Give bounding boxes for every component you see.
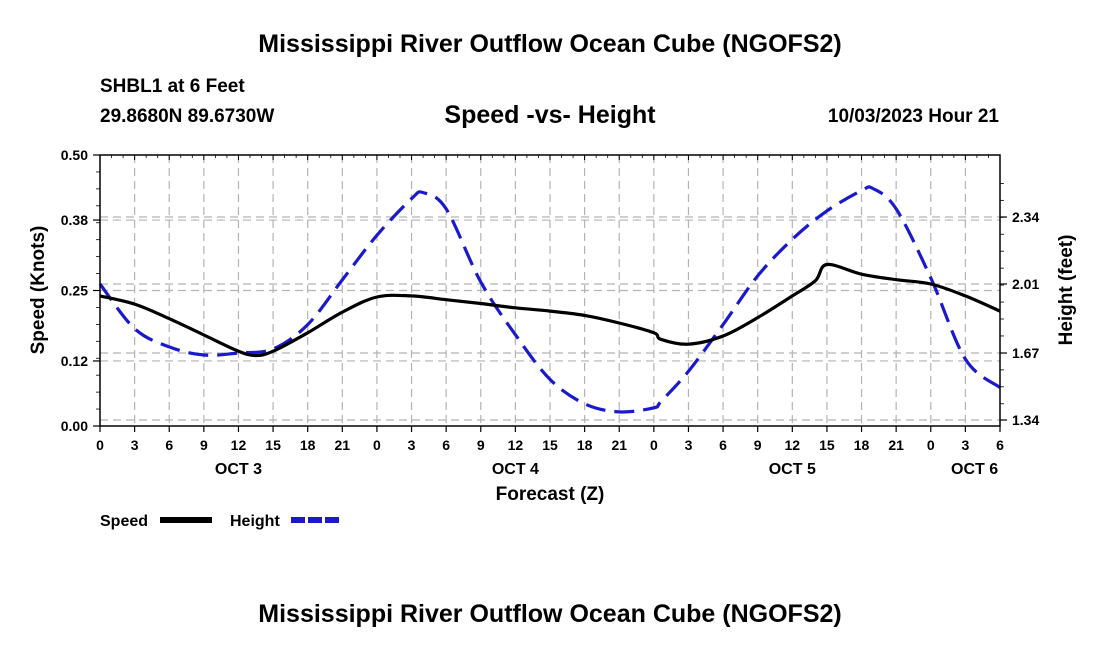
x-tick-label: 9 xyxy=(200,437,208,453)
x-day-label: OCT 3 xyxy=(215,461,262,478)
y-tick-label-left: 0.25 xyxy=(61,283,88,299)
footer-title: Mississippi River Outflow Ocean Cube (NG… xyxy=(258,600,842,628)
x-tick-label: 0 xyxy=(373,437,381,453)
y-tick-label-left: 0.00 xyxy=(61,418,88,434)
x-tick-label: 12 xyxy=(785,437,801,453)
chart-title: Mississippi River Outflow Ocean Cube (NG… xyxy=(258,30,842,58)
x-tick-label: 12 xyxy=(231,437,247,453)
chart-subtitle: Speed -vs- Height xyxy=(444,101,656,129)
x-tick-label: 0 xyxy=(96,437,104,453)
x-tick-label: 15 xyxy=(542,437,558,453)
x-tick-label: 6 xyxy=(719,437,727,453)
legend-label-speed: Speed xyxy=(100,513,148,530)
y-tick-label-right: 2.34 xyxy=(1012,209,1039,225)
x-tick-label: 0 xyxy=(927,437,935,453)
x-tick-label: 15 xyxy=(819,437,835,453)
series-line-height xyxy=(98,185,1002,414)
y-tick-label-right: 1.67 xyxy=(1012,345,1039,361)
legend-label-height: Height xyxy=(230,513,280,530)
grid-lines xyxy=(100,155,1000,426)
series-lines xyxy=(98,185,1002,414)
x-tick-label: 18 xyxy=(577,437,593,453)
x-tick-label: 18 xyxy=(300,437,316,453)
y-tick-label-left: 0.50 xyxy=(61,147,88,163)
x-day-label: OCT 6 xyxy=(951,461,998,478)
x-tick-label: 9 xyxy=(477,437,485,453)
y-tick-label-right: 2.01 xyxy=(1012,276,1039,292)
x-tick-label: 6 xyxy=(442,437,450,453)
x-tick-label: 3 xyxy=(131,437,139,453)
y-tick-label-left: 0.38 xyxy=(61,212,88,228)
x-tick-label: 3 xyxy=(685,437,693,453)
y-axis-title-right: Height (feet) xyxy=(1056,235,1077,346)
x-day-label: OCT 4 xyxy=(492,461,539,478)
x-tick-label: 15 xyxy=(265,437,281,453)
x-tick-label: 6 xyxy=(996,437,1004,453)
x-tick-label: 6 xyxy=(165,437,173,453)
y-tick-label-left: 0.12 xyxy=(61,353,88,369)
chart-legend: Speed Height xyxy=(100,513,342,530)
series-line-speed xyxy=(99,262,1001,358)
x-axis-title: Forecast (Z) xyxy=(496,484,605,505)
forecast-datetime: 10/03/2023 Hour 21 xyxy=(827,106,999,127)
x-tick-label: 18 xyxy=(854,437,870,453)
x-tick-label: 21 xyxy=(335,437,351,453)
station-label: SHBL1 at 6 Feet xyxy=(100,76,245,97)
axis-labels: 0 3 6 9 12 15 18 21 0 3 6 9 12 15 18 21 0 3 6 9 12 15 18 21 0 3 6 0… xyxy=(28,147,1077,505)
x-tick-label: 3 xyxy=(408,437,416,453)
x-tick-label: 21 xyxy=(888,437,904,453)
x-tick-label: 3 xyxy=(961,437,969,453)
x-day-label: OCT 5 xyxy=(769,461,816,478)
x-tick-label: 0 xyxy=(650,437,658,453)
y-axis-title-left: Speed (Knots) xyxy=(28,226,49,355)
axis-ticks xyxy=(93,154,1007,432)
x-tick-label: 12 xyxy=(508,437,524,453)
x-tick-label: 21 xyxy=(611,437,627,453)
station-coordinates: 29.8680N 89.6730W xyxy=(100,106,275,127)
y-tick-label-right: 1.34 xyxy=(1012,412,1039,428)
x-tick-label: 9 xyxy=(754,437,762,453)
